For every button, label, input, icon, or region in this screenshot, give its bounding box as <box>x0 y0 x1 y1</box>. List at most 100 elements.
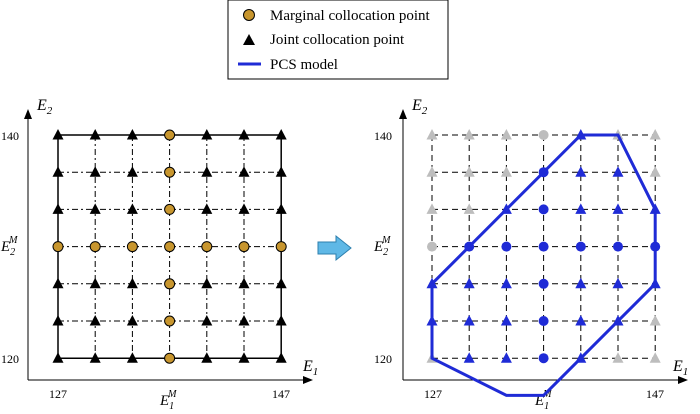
marginal-point-inside <box>538 278 549 289</box>
joint-collocation-point <box>89 203 101 214</box>
marginal-collocation-point <box>89 241 101 253</box>
joint-point-outside <box>463 129 475 140</box>
marginal-collocation-point <box>52 241 64 253</box>
joint-point-inside <box>575 166 587 177</box>
joint-collocation-point <box>126 315 138 326</box>
left-panel: E2 E1 140 120 E2M 127 147 E1M <box>0 97 318 412</box>
joint-collocation-point <box>201 166 213 177</box>
right-y-tick-140: 140 <box>374 129 392 143</box>
marginal-point-inside <box>613 241 623 252</box>
joint-point-inside <box>612 277 624 289</box>
joint-collocation-point <box>126 352 138 363</box>
joint-collocation-point <box>201 203 213 214</box>
joint-point-inside <box>575 277 587 289</box>
joint-point-outside <box>649 166 661 177</box>
joint-collocation-point <box>126 129 138 140</box>
joint-collocation-point <box>52 315 64 326</box>
left-x-mid-label: E1M <box>159 389 177 412</box>
left-y-tick-120: 120 <box>1 352 19 366</box>
left-axes <box>24 109 313 384</box>
legend-item-pcs: PCS model <box>238 57 338 73</box>
marginal-collocation-point <box>275 241 287 253</box>
joint-point-outside <box>463 166 475 177</box>
joint-collocation-point <box>275 315 287 326</box>
joint-collocation-point <box>275 166 287 177</box>
joint-collocation-point <box>52 277 64 289</box>
joint-point-inside <box>575 315 587 326</box>
right-x-mid-label: E1M <box>534 389 552 412</box>
joint-collocation-point <box>89 315 101 326</box>
right-y-arrowhead <box>399 109 407 119</box>
marginal-collocation-point <box>164 166 176 178</box>
joint-point-inside <box>575 203 587 214</box>
joint-collocation-point <box>52 203 64 214</box>
marginal-collocation-point <box>164 203 176 215</box>
transform-arrow-shape <box>317 234 352 262</box>
marginal-point-inside <box>538 353 549 364</box>
marginal-point-inside <box>538 241 549 252</box>
pcs-model-boundary <box>430 133 657 397</box>
left-x-axis-label: E1 <box>302 358 318 378</box>
joint-point-inside <box>612 166 624 177</box>
joint-point-outside <box>500 129 512 140</box>
joint-point-outside <box>426 166 438 177</box>
left-y-axis-label: E2 <box>36 97 53 117</box>
marginal-collocation-point <box>238 241 250 253</box>
joint-collocation-point <box>126 277 138 289</box>
left-y-tick-140: 140 <box>1 129 19 143</box>
marginal-collocation-point <box>201 241 213 253</box>
joint-collocation-point <box>238 129 250 140</box>
joint-point-inside <box>612 203 624 214</box>
joint-collocation-point <box>126 203 138 214</box>
marginal-collocation-point <box>164 129 176 141</box>
joint-point-outside <box>649 129 661 140</box>
joint-collocation-point <box>52 129 64 140</box>
joint-collocation-point <box>238 203 250 214</box>
joint-point-inside <box>463 315 475 326</box>
legend-joint-label: Joint collocation point <box>270 32 405 48</box>
left-y-arrowhead <box>24 109 32 119</box>
marginal-point-inside <box>575 241 586 252</box>
joint-collocation-point <box>201 315 213 326</box>
joint-collocation-point <box>275 203 287 214</box>
left-x-tick-127: 127 <box>49 387 67 401</box>
marginal-collocation-point <box>164 352 176 364</box>
right-panel: E2 E1 140 120 E2M 127 147 E1M <box>373 97 688 412</box>
marginal-point-inside <box>538 316 549 326</box>
joint-collocation-point <box>89 352 101 363</box>
marginal-point-inside <box>538 204 549 215</box>
joint-point-inside <box>500 352 512 363</box>
joint-point-inside <box>463 352 475 363</box>
joint-collocation-point <box>52 352 64 363</box>
marginal-point-outside <box>538 130 549 140</box>
joint-collocation-point <box>238 315 250 326</box>
joint-collocation-point <box>201 129 213 140</box>
legend-item-joint: Joint collocation point <box>243 32 405 48</box>
legend-pcs-label: PCS model <box>270 57 338 73</box>
joint-collocation-point <box>89 129 101 140</box>
joint-collocation-point <box>52 166 64 177</box>
right-x-tick-127: 127 <box>424 387 442 401</box>
marginal-collocation-point <box>126 241 138 253</box>
legend-marginal-marker <box>243 9 255 21</box>
joint-collocation-point <box>238 352 250 363</box>
right-y-mid-label: E2M <box>373 235 391 258</box>
left-x-tick-147: 147 <box>272 387 290 401</box>
joint-collocation-point <box>201 352 213 363</box>
right-x-arrowhead <box>678 376 688 384</box>
right-y-tick-120: 120 <box>374 352 392 366</box>
legend-joint-marker <box>243 34 255 45</box>
joint-point-inside <box>500 277 512 289</box>
joint-point-inside <box>463 277 475 289</box>
right-axes <box>399 109 688 384</box>
joint-collocation-point <box>89 277 101 289</box>
joint-collocation-point <box>238 166 250 177</box>
left-y-mid-label: E2M <box>0 235 18 258</box>
transform-arrow <box>317 234 352 262</box>
left-x-arrowhead <box>303 376 313 384</box>
joint-collocation-point <box>275 352 287 363</box>
joint-collocation-point <box>238 277 250 289</box>
joint-point-outside <box>426 203 438 214</box>
left-points <box>52 129 287 364</box>
joint-collocation-point <box>275 129 287 140</box>
